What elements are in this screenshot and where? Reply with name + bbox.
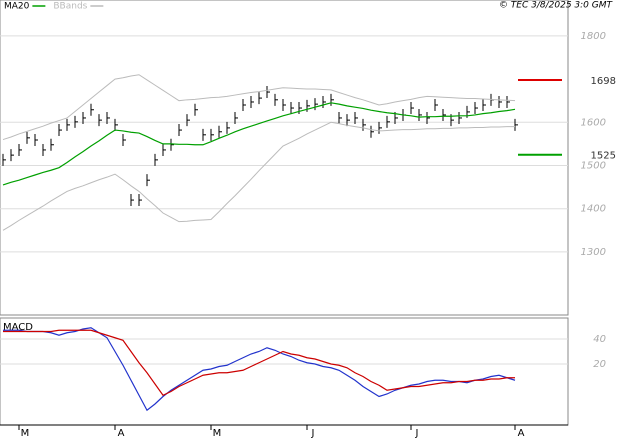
y-tick-label: 1300 <box>581 247 606 258</box>
level-label: 1698 <box>591 76 616 87</box>
x-tick-label: A <box>518 428 525 439</box>
line-upper <box>2 74 516 141</box>
x-tick-label: A <box>118 428 125 439</box>
y-tick-label: 20 <box>593 359 606 370</box>
y-tick-label: 1500 <box>581 160 606 171</box>
panel-title: MACD <box>3 322 33 333</box>
legend-label: BBands <box>53 2 87 12</box>
y-tick-label: 1600 <box>581 117 606 128</box>
y-tick-label: 1800 <box>581 31 606 42</box>
level-label: 1525 <box>591 151 616 162</box>
x-tick-label: M <box>213 428 222 439</box>
price-panel <box>0 0 569 316</box>
macd-panel <box>0 317 569 426</box>
line-values <box>3 327 516 412</box>
source: © TEC 3/8/2025 3:0 GMT <box>499 1 614 11</box>
y-tick-label: 1400 <box>581 204 606 215</box>
line-values <box>3 329 515 397</box>
x-tick-label: J <box>311 428 315 439</box>
y-tick-label: 40 <box>593 334 606 345</box>
x-tick-label: M <box>21 428 30 439</box>
x-tick-label: J <box>415 428 419 439</box>
legend-label: MA20 <box>4 2 30 12</box>
line-lower <box>2 121 515 231</box>
line-values <box>2 102 516 186</box>
